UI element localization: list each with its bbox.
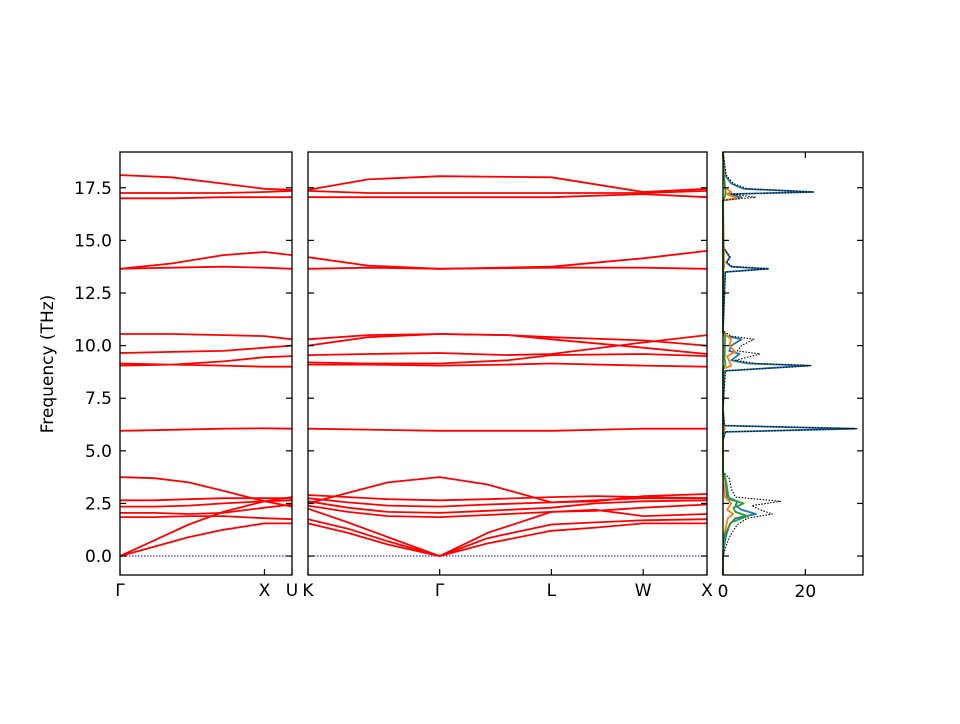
y-tick-label: 2.5 [85,494,112,514]
phonon-band-line [308,193,708,199]
y-axis-label: Frequency (THz) [38,295,58,434]
dos-x-tick-label: 20 [795,582,817,602]
phonon-band-line [307,175,708,193]
dos-series-line [722,151,739,575]
band-panel-gamma-x-u: 0.0 2.5 5.0 7.5 10.0 12.5 15.0 17.5 Γ X U [74,151,298,601]
dos-x-tick-label: 0 [718,582,729,602]
phonon-band-line [307,494,708,502]
x-symmetry-label: Γ [435,581,445,601]
phonon-band-line [307,522,707,557]
y-tick-label: 5.0 [85,442,112,462]
x-symmetry-label: Γ [115,581,125,601]
phonon-band-line [119,522,292,557]
phonon-band-line [307,503,708,518]
phonon-band-line [307,497,707,508]
phonon-band-line [119,174,293,191]
phonon-band-line [120,190,293,194]
x-symmetry-label: X [701,581,713,601]
y-tick-label: 0.0 [85,547,112,567]
plot-frame [119,151,293,576]
phonon-band-line [307,334,708,356]
phonon-band-line [119,476,293,508]
y-tick-label: 10.0 [74,337,112,357]
y-tick-label: 17.5 [74,179,112,199]
phonon-band-line [307,507,708,557]
x-symmetry-label: U [286,581,298,601]
phonon-band-line [120,503,293,515]
phonon-band-line [307,499,708,514]
y-tick-label: 7.5 [85,389,112,409]
x-symmetry-label: X [259,581,271,601]
phonon-band-line [119,344,293,354]
phonon-band-line [120,333,293,341]
dos-series-line [722,151,749,575]
phonon-band-line [307,190,708,194]
phonon-band-line [119,427,293,432]
phonon-band-line [119,362,292,368]
phonon-band-line [120,515,293,521]
dos-series-line [722,151,856,575]
x-symmetry-label: W [635,581,652,601]
phonon-band-line [308,362,708,368]
phonon-band-line [307,250,708,270]
phonon-band-line [307,427,707,432]
dos-panel: 0 20 [718,151,864,602]
phonon-band-line [307,476,708,505]
phonon-band-line [119,251,293,270]
x-symmetry-label: K [302,581,314,601]
y-tick-label: 12.5 [74,284,112,304]
phonon-band-line [120,499,293,508]
x-symmetry-label: L [547,581,557,601]
plot-frame [722,151,864,576]
phonon-band-line [119,265,293,270]
phonon-band-line [307,353,708,365]
plot-frame [307,151,708,576]
phonon-band-line [307,518,708,557]
phonon-band-line [120,497,292,502]
phonon-band-line [307,333,708,355]
y-tick-label: 15.0 [74,231,112,251]
phonon-band-line [120,196,292,200]
